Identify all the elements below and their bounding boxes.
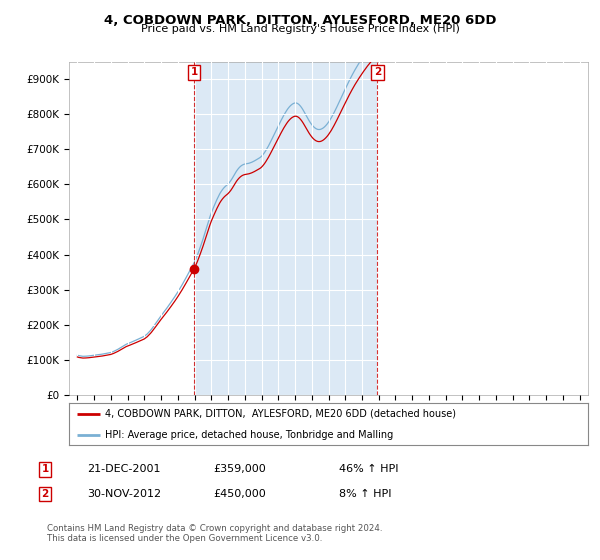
Text: £450,000: £450,000 [213,489,266,499]
Text: 4, COBDOWN PARK, DITTON,  AYLESFORD, ME20 6DD (detached house): 4, COBDOWN PARK, DITTON, AYLESFORD, ME20… [106,409,457,419]
Text: 2: 2 [41,489,49,499]
Text: 1: 1 [190,67,197,77]
Text: 1: 1 [41,464,49,474]
Text: 8% ↑ HPI: 8% ↑ HPI [339,489,391,499]
Text: 46% ↑ HPI: 46% ↑ HPI [339,464,398,474]
Text: Price paid vs. HM Land Registry's House Price Index (HPI): Price paid vs. HM Land Registry's House … [140,24,460,34]
Text: HPI: Average price, detached house, Tonbridge and Malling: HPI: Average price, detached house, Tonb… [106,430,394,440]
Text: 4, COBDOWN PARK, DITTON, AYLESFORD, ME20 6DD: 4, COBDOWN PARK, DITTON, AYLESFORD, ME20… [104,14,496,27]
Text: £359,000: £359,000 [213,464,266,474]
Text: Contains HM Land Registry data © Crown copyright and database right 2024.
This d: Contains HM Land Registry data © Crown c… [47,524,382,543]
Text: 30-NOV-2012: 30-NOV-2012 [87,489,161,499]
Text: 2: 2 [374,67,381,77]
Bar [194,62,377,395]
Text: 21-DEC-2001: 21-DEC-2001 [87,464,161,474]
